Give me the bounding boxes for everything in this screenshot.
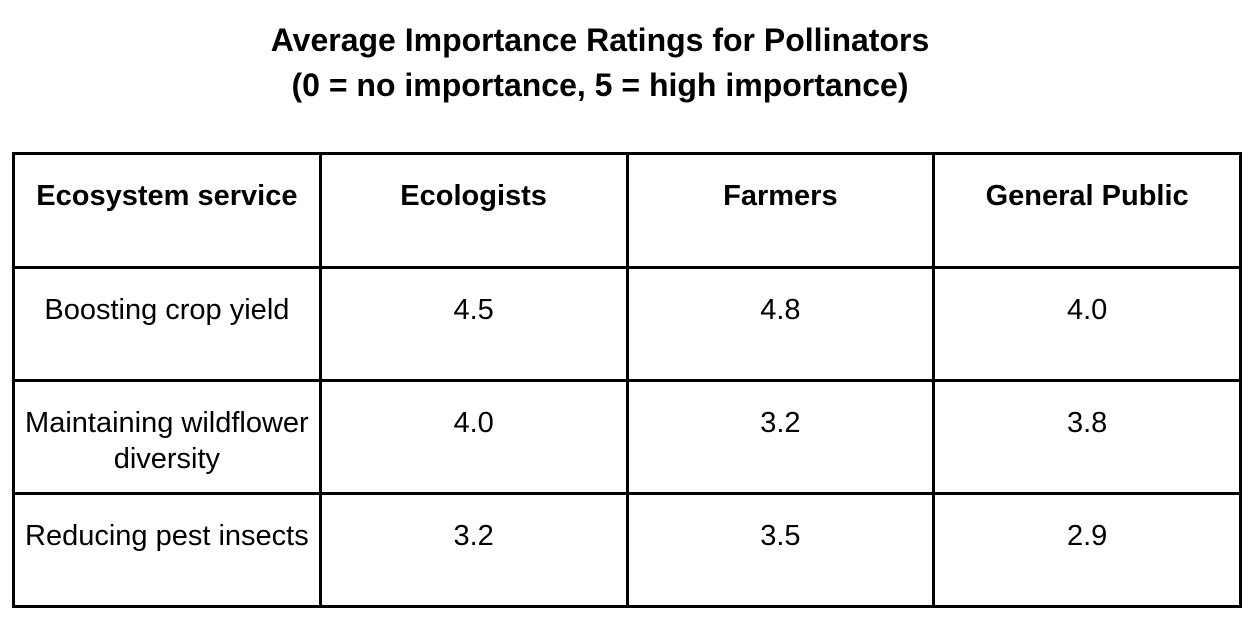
- table-row: Maintaining wildflower diversity 4.0 3.2…: [12, 379, 1242, 495]
- table-row: Boosting crop yield 4.5 4.8 4.0: [12, 266, 1242, 382]
- value-cell-general-public: 4.0: [932, 266, 1242, 382]
- value-cell-general-public: 3.8: [932, 379, 1242, 495]
- column-header-general-public: General Public: [932, 152, 1242, 269]
- service-cell: Maintaining wildflower diversity: [12, 379, 322, 495]
- column-header-ecologists: Ecologists: [318, 152, 629, 269]
- chart-title-block: Average Importance Ratings for Pollinato…: [0, 18, 1200, 108]
- chart-subtitle: (0 = no importance, 5 = high importance): [291, 67, 909, 103]
- service-cell: Reducing pest insects: [12, 492, 322, 608]
- value-cell-general-public: 2.9: [932, 492, 1242, 608]
- value-cell-ecologists: 3.2: [318, 492, 629, 608]
- column-header-farmers: Farmers: [625, 152, 936, 269]
- value-cell-ecologists: 4.5: [318, 266, 629, 382]
- service-cell: Boosting crop yield: [12, 266, 322, 382]
- value-cell-ecologists: 4.0: [318, 379, 629, 495]
- value-cell-farmers: 4.8: [625, 266, 936, 382]
- value-cell-farmers: 3.2: [625, 379, 936, 495]
- table-header-row: Ecosystem service Ecologists Farmers Gen…: [12, 152, 1242, 269]
- table-row: Reducing pest insects 3.2 3.5 2.9: [12, 492, 1242, 608]
- column-header-ecosystem-service: Ecosystem service: [12, 152, 322, 269]
- value-cell-farmers: 3.5: [625, 492, 936, 608]
- ratings-table: Ecosystem service Ecologists Farmers Gen…: [12, 152, 1242, 608]
- chart-title: Average Importance Ratings for Pollinato…: [270, 22, 930, 58]
